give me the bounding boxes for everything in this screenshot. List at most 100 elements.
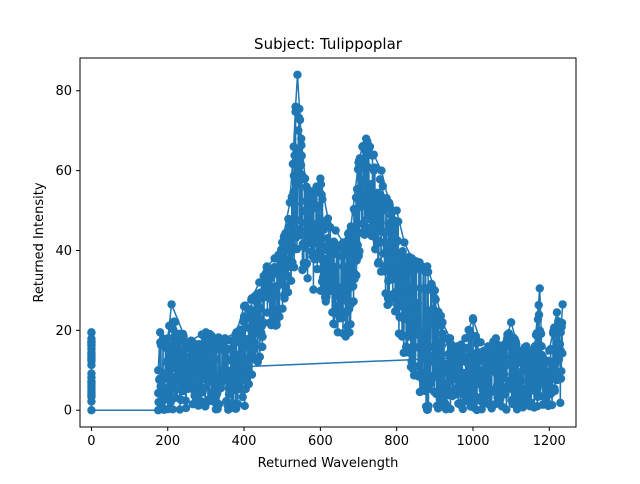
data-point xyxy=(506,318,516,327)
data-point xyxy=(291,102,300,111)
data-point xyxy=(558,349,567,358)
data-point xyxy=(557,318,567,328)
data-point xyxy=(369,150,378,159)
data-point xyxy=(330,262,340,272)
data-point xyxy=(297,141,306,150)
data-point xyxy=(491,334,501,343)
data-point xyxy=(377,166,386,175)
data-point xyxy=(393,236,403,245)
data-point xyxy=(289,171,299,180)
data-point xyxy=(211,355,220,364)
data-point xyxy=(87,349,96,358)
y-tick-label: 20 xyxy=(55,324,72,339)
data-point xyxy=(296,160,306,170)
data-point xyxy=(87,384,96,393)
y-axis: 0 20 40 60 80 xyxy=(55,84,80,419)
y-axis-label: Returned Intensity xyxy=(32,182,47,302)
data-point xyxy=(408,351,417,360)
data-point xyxy=(500,370,509,379)
data-point xyxy=(87,328,96,337)
data-point xyxy=(345,328,354,337)
data-point xyxy=(286,276,296,286)
data-point xyxy=(302,259,312,268)
data-point xyxy=(280,294,289,303)
data-point xyxy=(374,257,383,267)
data-point xyxy=(400,238,409,247)
data-point xyxy=(502,405,511,414)
data-point xyxy=(304,186,314,195)
data-point xyxy=(411,343,420,352)
data-point xyxy=(557,366,566,376)
data-point xyxy=(236,377,245,386)
data-point xyxy=(275,312,284,321)
data-point xyxy=(293,179,303,188)
data-point xyxy=(532,384,542,393)
data-point xyxy=(169,325,178,334)
data-point xyxy=(87,373,96,382)
data-point xyxy=(534,300,543,310)
data-point xyxy=(380,267,390,276)
data-point xyxy=(420,335,429,345)
data-point xyxy=(444,377,453,387)
data-point xyxy=(303,274,312,283)
data-point xyxy=(278,238,287,247)
data-point xyxy=(437,341,447,350)
data-point xyxy=(535,284,544,293)
data-point xyxy=(315,201,324,210)
data-point xyxy=(423,262,432,271)
data-point xyxy=(415,258,424,267)
data-point xyxy=(331,271,340,280)
data-point xyxy=(430,286,440,295)
data-point xyxy=(285,198,295,207)
data-point xyxy=(167,300,176,309)
data-point xyxy=(236,353,246,362)
data-point xyxy=(453,342,462,351)
data-point xyxy=(293,216,302,225)
data-point xyxy=(87,360,96,370)
data-point xyxy=(432,371,441,380)
data-point xyxy=(484,342,493,351)
data-point xyxy=(289,142,298,151)
data-point xyxy=(556,374,566,383)
data-point xyxy=(398,330,407,340)
data-point xyxy=(318,194,327,204)
data-point xyxy=(547,400,557,410)
data-point xyxy=(227,386,237,395)
data-point xyxy=(295,115,305,125)
data-point xyxy=(323,214,333,223)
data-point xyxy=(352,271,361,280)
data-point xyxy=(365,142,375,151)
data-point xyxy=(309,285,318,294)
y-tick-label: 80 xyxy=(55,84,72,99)
data-point xyxy=(339,238,348,247)
data-point xyxy=(330,320,339,329)
data-point xyxy=(424,401,433,411)
data-point xyxy=(346,222,356,231)
data-point xyxy=(214,400,224,409)
data-point xyxy=(270,254,279,263)
data-point xyxy=(536,329,546,338)
data-point xyxy=(181,396,190,405)
data-point xyxy=(312,182,321,191)
data-point xyxy=(384,198,394,207)
data-point xyxy=(349,281,358,291)
data-point xyxy=(376,190,385,199)
data-point xyxy=(181,357,190,366)
data-point xyxy=(220,334,230,343)
data-point xyxy=(499,342,508,351)
x-tick-label: 800 xyxy=(384,434,409,449)
data-point xyxy=(406,311,415,321)
data-point xyxy=(385,298,394,308)
x-tick-label: 0 xyxy=(87,434,95,449)
data-point xyxy=(370,163,380,172)
data-point xyxy=(382,259,392,269)
data-point xyxy=(87,397,96,406)
data-point xyxy=(201,328,211,337)
data-point xyxy=(262,262,272,271)
data-point xyxy=(331,226,340,235)
data-point xyxy=(168,405,177,414)
data-point xyxy=(329,278,338,287)
data-point xyxy=(378,181,387,191)
